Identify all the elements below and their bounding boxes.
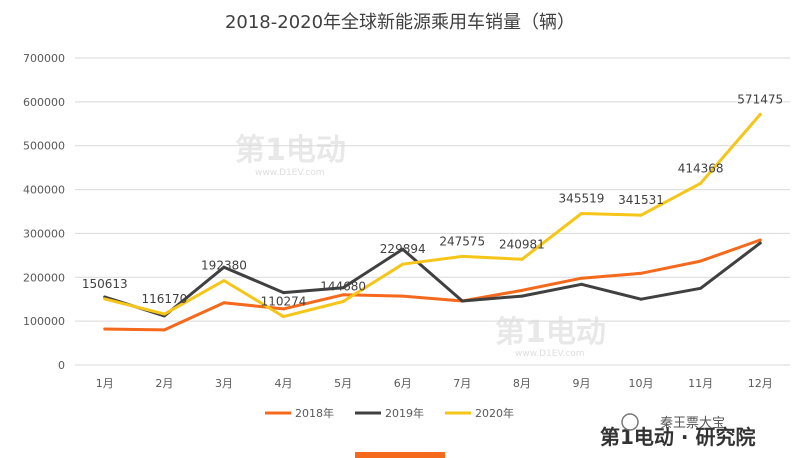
data-point <box>282 307 286 311</box>
x-tick-label: 2月 <box>155 377 173 390</box>
x-tick-label: 6月 <box>394 377 412 390</box>
wechat-account: 秦王票大宝 <box>621 413 725 431</box>
legend-item: 2019年 <box>355 406 424 420</box>
data-label: 341531 <box>618 193 664 207</box>
data-point <box>103 297 107 301</box>
y-tick-label: 400000 <box>23 184 65 197</box>
data-point <box>401 262 405 266</box>
wechat-icon <box>621 413 639 431</box>
data-point <box>758 238 762 242</box>
data-point <box>401 294 405 298</box>
data-point <box>460 299 464 303</box>
data-point <box>341 300 345 304</box>
data-label: 150613 <box>82 277 128 291</box>
data-point <box>460 254 464 258</box>
legend-label: 2020年 <box>475 406 514 420</box>
x-tick-label: 11月 <box>688 377 713 390</box>
watermark-url: www.D1EV.com <box>255 168 325 178</box>
data-point <box>520 288 524 292</box>
y-tick-label: 300000 <box>23 227 65 240</box>
data-point <box>222 279 226 283</box>
legend-label: 2019年 <box>385 406 424 420</box>
data-label: 571475 <box>737 92 783 106</box>
data-point <box>639 271 643 275</box>
data-label: 240981 <box>499 237 545 251</box>
data-point <box>341 293 345 297</box>
series-line-2020年 <box>103 112 762 319</box>
legend-label: 2018年 <box>295 406 334 420</box>
series-line-2018年 <box>103 238 762 332</box>
x-tick-label: 9月 <box>572 377 590 390</box>
data-point <box>103 327 107 331</box>
legend-item: 2018年 <box>265 406 334 420</box>
data-point <box>222 301 226 305</box>
x-tick-label: 4月 <box>275 377 293 390</box>
data-label: 110274 <box>261 295 307 309</box>
data-point <box>520 257 524 261</box>
data-point <box>579 276 583 280</box>
x-tick-label: 1月 <box>96 377 114 390</box>
data-label: 192380 <box>201 259 247 273</box>
chart-title: 2018-2020年全球新能源乘用车销量（辆） <box>225 12 575 33</box>
data-point <box>162 328 166 332</box>
data-label: 345519 <box>559 191 605 205</box>
data-point <box>222 265 226 269</box>
data-label: 247575 <box>439 234 485 248</box>
x-tick-label: 7月 <box>453 377 471 390</box>
series-line-2019年 <box>103 241 762 318</box>
data-point <box>520 294 524 298</box>
data-point <box>282 291 286 295</box>
data-label: 229894 <box>380 242 426 256</box>
data-label: 144680 <box>320 280 366 294</box>
y-tick-label: 100000 <box>23 315 65 328</box>
y-tick-label: 700000 <box>23 52 65 65</box>
watermark-brand: 第1电动 <box>495 315 606 350</box>
data-label: 116170 <box>141 292 187 306</box>
x-tick-label: 10月 <box>629 377 654 390</box>
y-tick-label: 600000 <box>23 96 65 109</box>
footer-accent-bar <box>355 452 445 458</box>
data-point <box>639 213 643 217</box>
y-tick-label: 200000 <box>23 271 65 284</box>
data-point <box>579 211 583 215</box>
data-point <box>579 282 583 286</box>
x-tick-label: 5月 <box>334 377 352 390</box>
legend-item: 2020年 <box>445 406 514 420</box>
x-tick-label: 3月 <box>215 377 233 390</box>
data-point <box>699 181 703 185</box>
wechat-account-name: 秦王票大宝 <box>660 416 725 431</box>
y-tick-label: 500000 <box>23 140 65 153</box>
data-point <box>699 286 703 290</box>
x-tick-label: 8月 <box>513 377 531 390</box>
data-point <box>162 312 166 316</box>
data-point <box>401 247 405 251</box>
data-point <box>699 259 703 263</box>
data-point <box>758 112 762 116</box>
x-tick-label: 12月 <box>748 377 773 390</box>
watermark-url: www.D1EV.com <box>515 349 585 359</box>
watermark-brand: 第1电动 <box>235 133 346 168</box>
watermark-top: 第1电动 www.D1EV.com <box>235 133 346 178</box>
data-point <box>341 286 345 290</box>
data-point <box>639 297 643 301</box>
data-point <box>758 241 762 245</box>
data-label: 414368 <box>678 161 724 175</box>
data-point <box>282 315 286 319</box>
y-tick-label: 0 <box>58 359 65 372</box>
